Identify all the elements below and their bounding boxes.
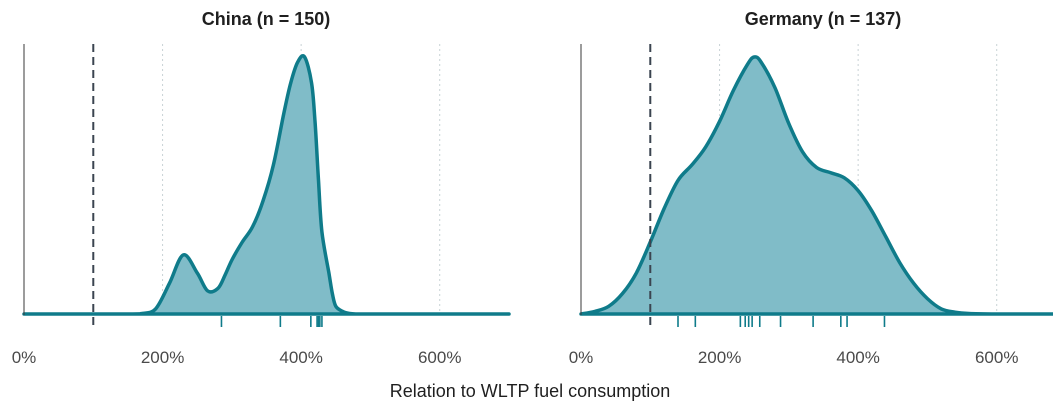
china-x-tick-label: 0% [12,348,37,367]
china-x-tick-label: 400% [279,348,322,367]
china-density-area [22,54,511,316]
x-axis-label: Relation to WLTP fuel consumption [390,381,670,401]
germany-panel-title: Germany (n = 137) [745,9,902,29]
china-panel: China (n = 150) 0% 200% 400% 600% [12,9,511,367]
china-x-tick-label: 600% [418,348,461,367]
germany-x-tick-label: 400% [836,348,879,367]
germany-x-tick-label: 200% [698,348,741,367]
germany-density-area [579,55,1053,316]
germany-panel: Germany (n = 137) 0% 200% 400% 600% [569,9,1053,367]
china-panel-title: China (n = 150) [202,9,331,29]
china-x-tick-label: 200% [141,348,184,367]
germany-x-tick-label: 0% [569,348,594,367]
germany-x-tick-label: 600% [975,348,1018,367]
